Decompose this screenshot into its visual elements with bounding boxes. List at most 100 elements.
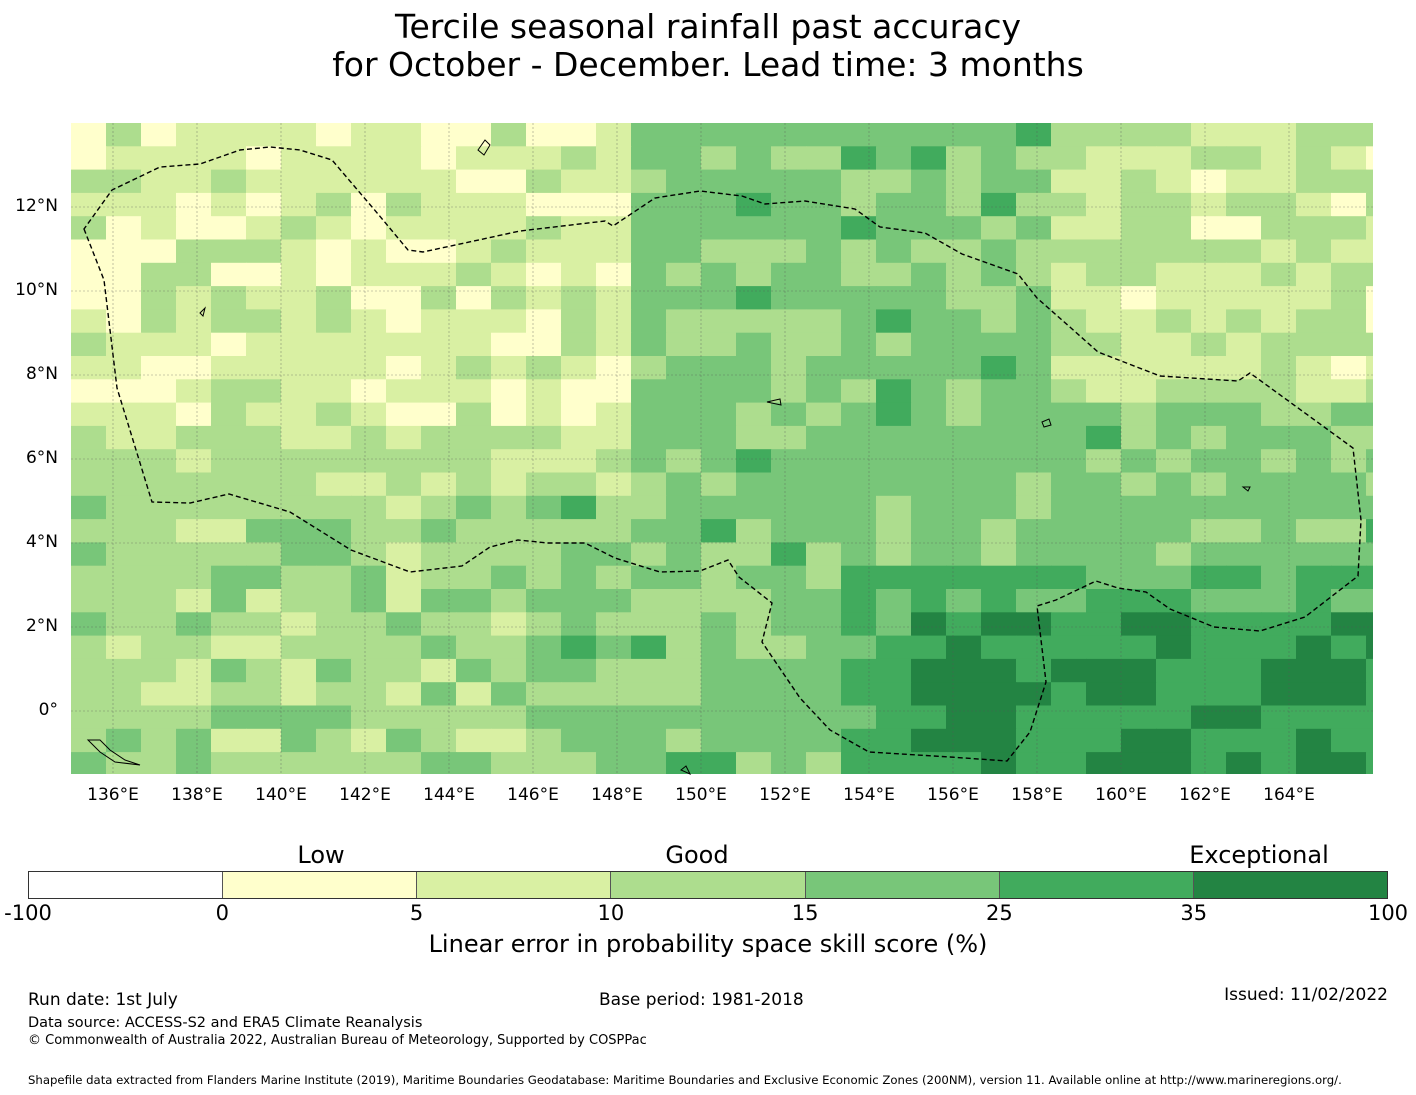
skill-cell (701, 169, 737, 194)
skill-cell (1366, 239, 1373, 264)
skill-cell (1261, 402, 1297, 427)
skill-cell (491, 309, 527, 334)
skill-cell (771, 379, 807, 404)
skill-cell (666, 495, 702, 520)
skill-cell (106, 332, 142, 357)
skill-cell (736, 519, 772, 543)
skill-cell (1366, 169, 1373, 194)
skill-cell (351, 495, 387, 520)
skill-cell (666, 425, 702, 450)
skill-cell (631, 262, 667, 287)
longitude-label: 146°E (507, 785, 559, 805)
skill-cell (1296, 472, 1332, 497)
skill-cell (281, 402, 317, 427)
skill-cell (561, 169, 597, 194)
colorbar-segment (29, 872, 224, 898)
category-low: Low (297, 841, 345, 869)
skill-cell (456, 356, 492, 380)
skill-cell (316, 379, 352, 404)
skill-cell (981, 146, 1017, 171)
skill-cell (491, 192, 527, 217)
skill-cell (1261, 239, 1297, 264)
skill-cell (1191, 425, 1227, 450)
skill-cell (456, 239, 492, 264)
skill-cell (736, 356, 772, 380)
skill-cell (106, 682, 142, 707)
skill-cell (1016, 472, 1052, 497)
data-source: Data source: ACCESS-S2 and ERA5 Climate … (28, 1015, 423, 1031)
skill-cell (1086, 449, 1122, 474)
skill-cell (71, 542, 107, 567)
skill-cell (1016, 519, 1052, 543)
skill-cell (666, 262, 702, 287)
skill-cell (316, 286, 352, 310)
skill-cell (1051, 123, 1087, 147)
skill-cell (71, 752, 107, 774)
skill-cell (1191, 682, 1227, 707)
skill-cell (1366, 286, 1373, 310)
skill-cell (1121, 495, 1157, 520)
skill-cell (71, 192, 107, 217)
skill-cell (141, 589, 177, 613)
skill-cell (981, 239, 1017, 264)
skill-cell (176, 542, 212, 567)
skill-cell (911, 356, 947, 380)
skill-cell (1226, 402, 1262, 427)
skill-cell (491, 239, 527, 264)
skill-cell (1121, 542, 1157, 567)
skill-cell (106, 449, 142, 474)
skill-cell (876, 425, 912, 450)
skill-cell (71, 565, 107, 590)
eez-boundary (83, 146, 1362, 762)
skill-cell (421, 146, 457, 171)
skill-cell (1191, 146, 1227, 171)
skill-cell (806, 332, 842, 357)
skill-cell (1156, 705, 1192, 730)
skill-cell (491, 425, 527, 450)
skill-cell (141, 123, 177, 147)
skill-cell (176, 379, 212, 404)
skill-cell (1331, 192, 1367, 217)
skill-cell (981, 169, 1017, 194)
skill-cell (176, 309, 212, 334)
skill-cell (771, 542, 807, 567)
skill-cell (1331, 309, 1367, 334)
skill-cell (526, 519, 562, 543)
skill-cell (71, 635, 107, 660)
skill-cell (631, 449, 667, 474)
skill-cell (841, 495, 877, 520)
skill-cell (841, 565, 877, 590)
skill-cell (456, 146, 492, 171)
skill-cell (316, 146, 352, 171)
skill-cell (841, 216, 877, 241)
skill-cell (631, 192, 667, 217)
skill-cell (631, 402, 667, 427)
skill-cell (141, 752, 177, 774)
skill-cell (491, 262, 527, 287)
skill-cell (736, 589, 772, 613)
skill-cell (631, 612, 667, 637)
skill-cell (701, 472, 737, 497)
skill-cell (211, 123, 247, 147)
skill-cell (561, 146, 597, 171)
skill-cell (1366, 682, 1373, 707)
skill-cell (596, 123, 632, 147)
skill-cell (421, 612, 457, 637)
skill-cell (456, 635, 492, 660)
skill-cell (981, 216, 1017, 241)
skill-cell (1191, 309, 1227, 334)
skill-cell (736, 542, 772, 567)
skill-cell (701, 612, 737, 637)
skill-cell (1086, 379, 1122, 404)
skill-cell (1261, 169, 1297, 194)
skill-cell (1296, 192, 1332, 217)
skill-cell (666, 169, 702, 194)
skill-cell (631, 495, 667, 520)
skill-cell (386, 356, 422, 380)
skill-cell (736, 705, 772, 730)
skill-cell (456, 589, 492, 613)
skill-cell (946, 589, 982, 613)
skill-cell (1121, 635, 1157, 660)
skill-cell (176, 146, 212, 171)
skill-cell (526, 309, 562, 334)
